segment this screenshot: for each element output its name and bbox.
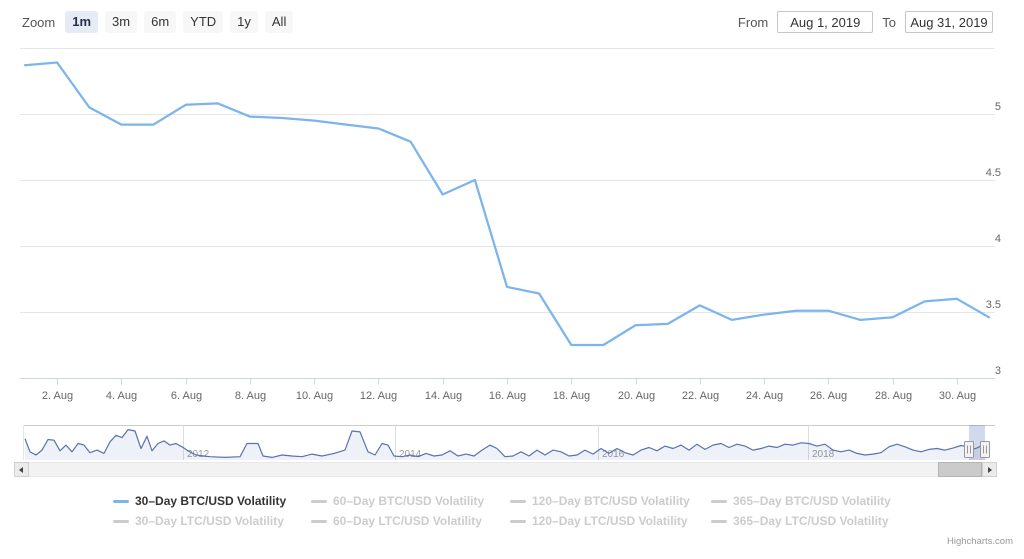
y-axis-label: 3: [995, 365, 1001, 377]
x-axis-label: 24. Aug: [746, 390, 783, 402]
legend-item-120-day-ltc-usd-volatility[interactable]: 120–Day LTC/USD Volatility: [510, 511, 688, 531]
from-date-input[interactable]: [777, 11, 874, 33]
legend-item-120-day-btc-usd-volatility[interactable]: 120–Day BTC/USD Volatility: [510, 491, 690, 511]
y-axis-label: 4: [995, 233, 1001, 245]
legend-label: 120–Day LTC/USD Volatility: [532, 514, 688, 528]
x-axis-label: 28. Aug: [875, 390, 912, 402]
legend-line-marker-icon: [711, 519, 727, 523]
zoom-button-ytd[interactable]: YTD: [183, 11, 224, 33]
scrollbar-left-button[interactable]: [14, 462, 29, 477]
zoom-button-1m[interactable]: 1m: [65, 11, 99, 33]
navigator-handle-left[interactable]: [964, 441, 974, 458]
navigator[interactable]: 2012201420162018: [0, 420, 1024, 464]
series-30d-btc-usd-volatility-line[interactable]: [23, 61, 991, 347]
x-axis-label: 30. Aug: [939, 390, 976, 402]
y-axis-label: 5: [995, 101, 1001, 113]
legend-item-60-day-ltc-usd-volatility[interactable]: 60–Day LTC/USD Volatility: [311, 511, 482, 531]
x-axis-label: 26. Aug: [810, 390, 847, 402]
scrollbar-thumb[interactable]: [938, 462, 982, 477]
legend-line-marker-icon: [311, 519, 327, 523]
legend-item-365-day-btc-usd-volatility[interactable]: 365–Day BTC/USD Volatility: [711, 491, 891, 511]
navigator-handle-right[interactable]: [980, 441, 990, 458]
navigator-year-label: 2016: [602, 449, 625, 460]
legend: 30–Day BTC/USD Volatility 60–Day BTC/USD …: [0, 491, 1024, 533]
zoom-label: Zoom: [22, 14, 56, 30]
legend-label: 60–Day BTC/USD Volatility: [333, 494, 485, 508]
range-selector: Zoom 1m 3m 6m YTD 1y All: [22, 11, 300, 33]
legend-item-365-day-ltc-usd-volatility[interactable]: 365–Day LTC/USD Volatility: [711, 511, 889, 531]
legend-line-marker-icon: [510, 519, 526, 523]
x-axis-label: 8. Aug: [235, 390, 266, 402]
arrow-left-icon: [19, 467, 23, 473]
legend-label: 30–Day LTC/USD Volatility: [135, 514, 284, 528]
legend-line-marker-icon: [113, 519, 129, 523]
zoom-button-3m[interactable]: 3m: [105, 11, 138, 33]
legend-line-marker-icon: [711, 499, 727, 503]
main-plot-area[interactable]: 3 3.5 4 4.5 5 2. Aug 4. Aug 6. Aug 8. Aug 10. Aug…: [0, 0, 1024, 415]
scrollbar-right-button[interactable]: [982, 462, 997, 477]
legend-label: 120–Day BTC/USD Volatility: [532, 494, 690, 508]
x-axis-label: 10. Aug: [296, 390, 333, 402]
legend-line-marker-icon: [113, 499, 129, 503]
x-axis-label: 6. Aug: [171, 390, 202, 402]
x-axis-label: 2. Aug: [42, 390, 73, 402]
legend-label: 30–Day BTC/USD Volatility: [135, 494, 287, 508]
highcharts-credits-link[interactable]: Highcharts.com: [947, 536, 1013, 547]
legend-item-30-day-ltc-usd-volatility[interactable]: 30–Day LTC/USD Volatility: [113, 511, 284, 531]
x-axis-label: 14. Aug: [425, 390, 462, 402]
x-axis-label: 4. Aug: [106, 390, 137, 402]
to-date-input[interactable]: [905, 11, 993, 33]
legend-line-marker-icon: [311, 499, 327, 503]
navigator-year-label: 2012: [187, 449, 210, 460]
navigator-year-label: 2018: [812, 449, 835, 460]
scrollbar-track[interactable]: [14, 462, 997, 477]
x-axis-label: 20. Aug: [618, 390, 655, 402]
zoom-button-1y[interactable]: 1y: [230, 11, 258, 33]
x-axis-label: 18. Aug: [553, 390, 590, 402]
legend-label: 365–Day LTC/USD Volatility: [733, 514, 889, 528]
date-range-inputs: From To: [738, 11, 993, 33]
zoom-buttons: 1m 3m 6m YTD 1y All: [65, 11, 300, 33]
legend-line-marker-icon: [510, 499, 526, 503]
y-axis-label: 3.5: [986, 299, 1001, 311]
navigator-scrollbar: [0, 462, 1024, 477]
navigator-series-line: [24, 429, 988, 458]
navigator-area-fill: [25, 429, 987, 460]
x-axis-label: 16. Aug: [489, 390, 526, 402]
legend-label: 365–Day BTC/USD Volatility: [733, 494, 891, 508]
from-label: From: [737, 14, 769, 30]
x-axis-label: 22. Aug: [682, 390, 719, 402]
x-axis-label: 12. Aug: [360, 390, 397, 402]
legend-label: 60–Day LTC/USD Volatility: [333, 514, 482, 528]
legend-item-30-day-btc-usd-volatility[interactable]: 30–Day BTC/USD Volatility: [113, 491, 286, 511]
to-label: To: [882, 14, 896, 30]
arrow-right-icon: [988, 467, 992, 473]
zoom-button-all[interactable]: All: [264, 11, 294, 33]
legend-item-60-day-btc-usd-volatility[interactable]: 60–Day BTC/USD Volatility: [311, 491, 484, 511]
zoom-button-6m[interactable]: 6m: [144, 11, 177, 33]
y-axis-label: 4.5: [986, 167, 1001, 179]
